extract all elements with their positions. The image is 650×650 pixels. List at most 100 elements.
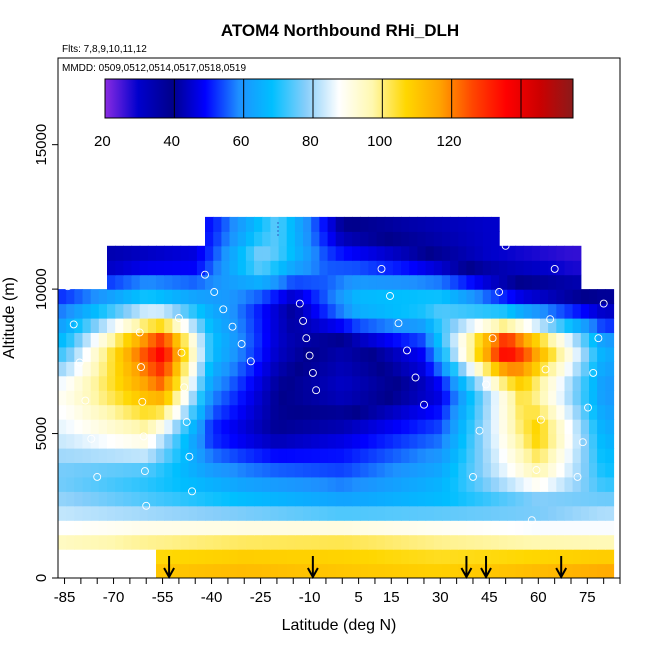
heatmap-cell xyxy=(441,361,451,377)
heatmap-cell xyxy=(327,274,337,290)
heatmap-cell xyxy=(409,303,419,319)
heatmap-cell xyxy=(205,476,214,492)
heatmap-cell xyxy=(156,491,165,507)
plot-frame xyxy=(57,57,621,579)
heatmap-cell xyxy=(82,346,92,362)
heatmap-cell xyxy=(409,231,419,247)
heatmap-cell xyxy=(270,332,280,348)
heatmap-cell xyxy=(66,476,75,492)
heatmap-cell xyxy=(425,318,435,333)
heatmap-cell xyxy=(156,462,165,478)
heatmap-cell xyxy=(539,491,549,507)
heatmap-cell xyxy=(262,448,271,463)
heatmap-cell xyxy=(131,534,141,550)
heatmap-cell xyxy=(343,476,353,492)
heatmap-cell xyxy=(507,534,517,550)
heatmap-cell xyxy=(147,245,157,261)
heatmap-cell xyxy=(548,505,557,521)
heatmap-cell xyxy=(343,549,353,565)
heatmap-cell xyxy=(441,375,451,391)
heatmap-cell xyxy=(433,520,443,536)
heatmap-cell xyxy=(605,390,615,406)
heatmap-cell xyxy=(286,419,296,435)
observation-point xyxy=(246,357,255,366)
heatmap-cell xyxy=(58,332,67,348)
heatmap-cell xyxy=(580,303,590,319)
heatmap-cell xyxy=(335,289,345,305)
heatmap-cell xyxy=(66,390,75,406)
heatmap-cell xyxy=(147,419,157,435)
heatmap-cell xyxy=(572,245,582,261)
heatmap-cell xyxy=(507,448,517,463)
heatmap-cell xyxy=(115,520,124,536)
heatmap-cell xyxy=(531,390,541,406)
heatmap-cell xyxy=(556,448,566,463)
heatmap-cell xyxy=(343,216,353,232)
heatmap-cell xyxy=(156,332,165,348)
heatmap-cell xyxy=(156,549,165,565)
heatmap-cell xyxy=(278,260,288,276)
heatmap-cell xyxy=(384,462,394,478)
heatmap-cell xyxy=(213,361,222,377)
heatmap-cell xyxy=(172,491,182,507)
heatmap-cell xyxy=(376,318,386,333)
heatmap-cell xyxy=(539,448,549,463)
heatmap-cell xyxy=(482,231,492,247)
heatmap-cell xyxy=(384,231,394,247)
heatmap-cell xyxy=(131,476,141,492)
heatmap-cell xyxy=(221,216,231,232)
heatmap-cell xyxy=(409,216,419,232)
heatmap-cell xyxy=(213,520,222,536)
heatmap-cell xyxy=(335,476,345,492)
colorbar-tick-label: 80 xyxy=(302,133,319,150)
heatmap-cell xyxy=(376,534,386,550)
heatmap-cell xyxy=(507,303,517,319)
heatmap-cell xyxy=(605,303,615,319)
heatmap-cell xyxy=(90,375,100,391)
heatmap-cell xyxy=(392,375,402,391)
heatmap-cell xyxy=(98,318,108,333)
heatmap-cell xyxy=(360,274,369,290)
heatmap-cell xyxy=(172,476,182,492)
heatmap-cell xyxy=(327,433,337,449)
heatmap-cell xyxy=(221,563,231,578)
heatmap-cell xyxy=(196,245,206,261)
heatmap-cell xyxy=(107,346,116,362)
heatmap-cell xyxy=(131,318,141,333)
heatmap-cell xyxy=(221,476,231,492)
heatmap-cell xyxy=(499,361,508,377)
heatmap-cell xyxy=(458,289,468,305)
heatmap-cell xyxy=(564,520,574,536)
heatmap-cell xyxy=(196,260,206,276)
heatmap-cell xyxy=(58,390,67,406)
heatmap-cell xyxy=(254,390,263,406)
heatmap-cell xyxy=(270,462,280,478)
heatmap-cell xyxy=(417,303,427,319)
observation-point xyxy=(137,363,145,372)
heatmap-cell xyxy=(401,491,410,507)
heatmap-cell xyxy=(294,274,304,290)
heatmap-cell xyxy=(343,289,353,305)
heatmap-cell xyxy=(286,289,296,305)
heatmap-cell xyxy=(164,448,173,463)
heatmap-cell xyxy=(580,346,590,362)
heatmap-cell xyxy=(441,245,451,261)
heatmap-cell xyxy=(507,390,517,406)
heatmap-cell xyxy=(278,419,288,435)
heatmap-cell xyxy=(531,462,541,478)
heatmap-cell xyxy=(392,216,402,232)
heatmap-cell xyxy=(66,332,75,348)
heatmap-cell xyxy=(115,260,124,276)
colorbar-tick-label: 100 xyxy=(367,133,392,150)
heatmap-cell xyxy=(450,260,459,276)
heatmap-cell xyxy=(196,563,206,578)
heatmap-cell xyxy=(360,245,369,261)
heatmap-cell xyxy=(450,318,459,333)
heatmap-cell xyxy=(523,274,533,290)
heatmap-cell xyxy=(417,549,427,565)
heatmap-cell xyxy=(507,505,517,521)
observation-point xyxy=(139,432,148,441)
heatmap-cell xyxy=(376,462,386,478)
heatmap-cell xyxy=(572,476,582,492)
heatmap-cell xyxy=(548,476,557,492)
